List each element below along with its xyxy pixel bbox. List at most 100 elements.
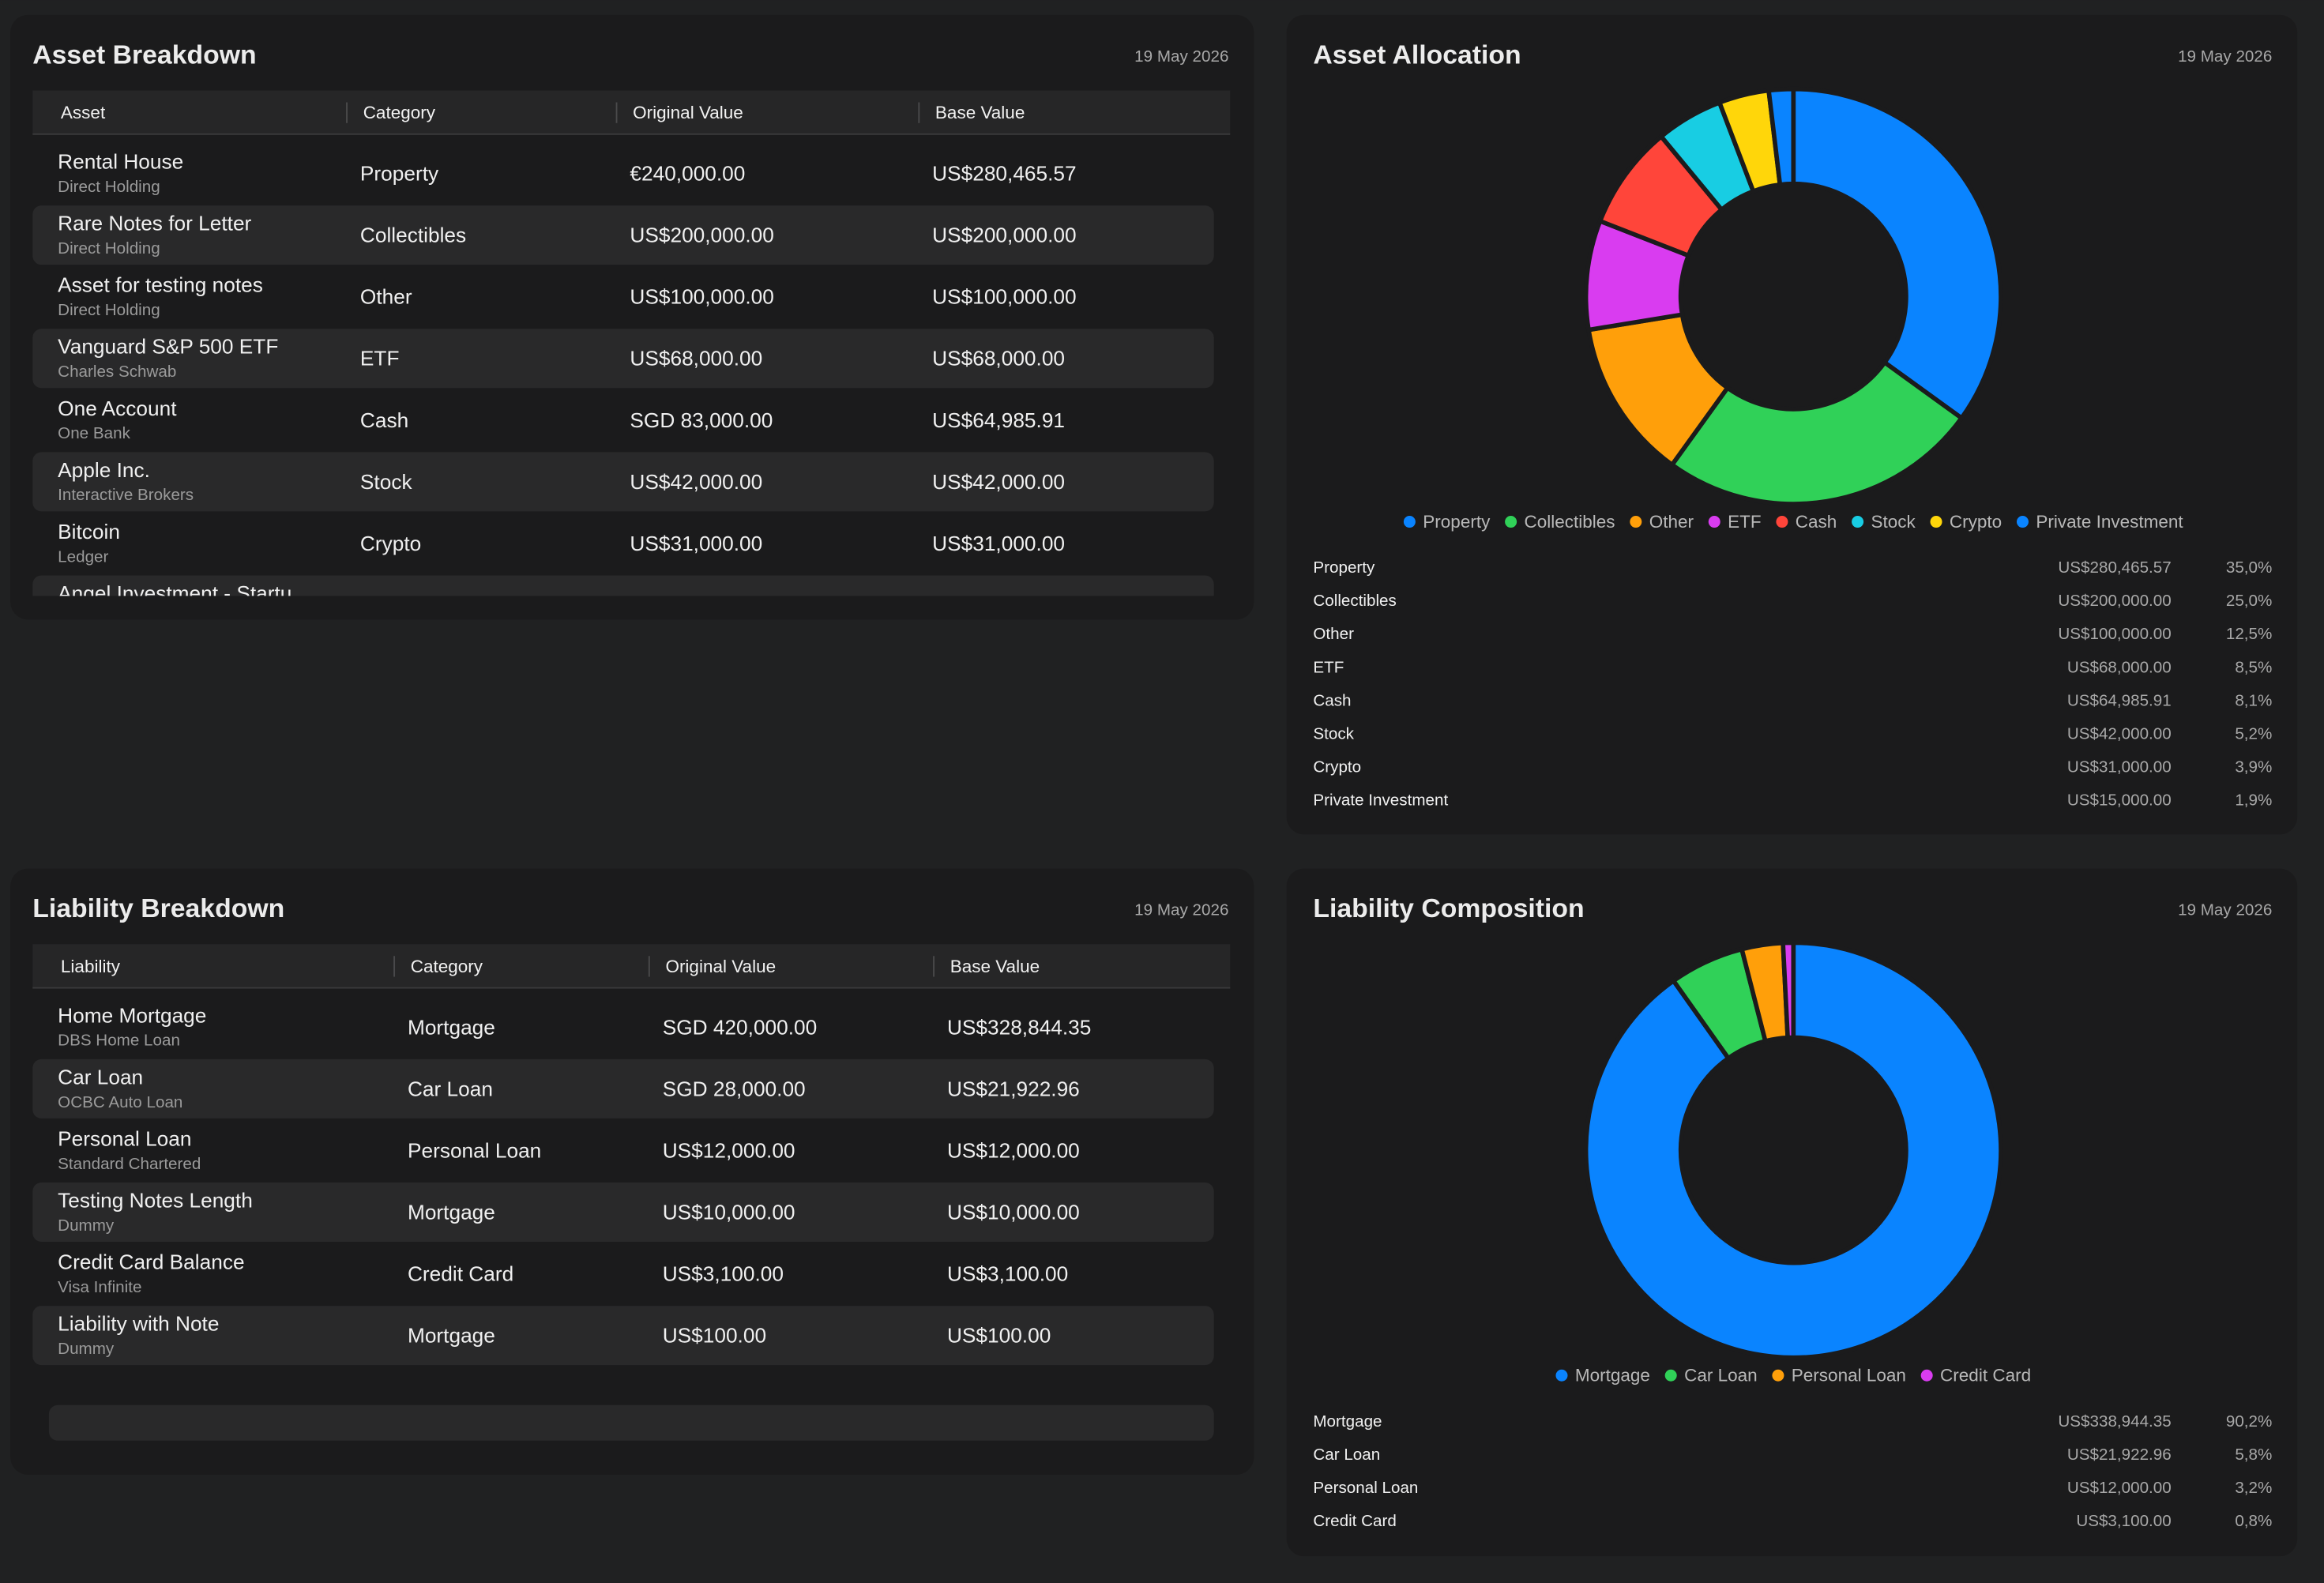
- row-name: One Account: [58, 397, 177, 420]
- row-cell: US$328,844.35: [947, 1015, 1091, 1039]
- row-stripe: [32, 452, 1214, 512]
- list-amount: US$42,000.00: [2067, 724, 2172, 743]
- legend-swatch: [1630, 516, 1642, 528]
- row-cell: US$200,000.00: [630, 224, 773, 247]
- legend-label: Stock: [1871, 512, 1916, 532]
- row-stripe: [32, 1306, 1214, 1366]
- row-name: Rare Notes for Letter: [58, 212, 251, 235]
- row-cell: Collectibles: [360, 224, 466, 247]
- list-percent: 3,2%: [2235, 1479, 2272, 1497]
- legend: Property Collectibles Other ETF Cash Stock Cry…: [1403, 512, 2183, 532]
- row-name: Rental House: [58, 150, 183, 174]
- row-subtitle: One Bank: [58, 424, 130, 442]
- row-name: Credit Card Balance: [58, 1250, 244, 1274]
- row-name: Car Loan: [58, 1065, 143, 1089]
- row-cell: Mortgage: [408, 1200, 495, 1224]
- row-cell: Stock: [360, 470, 413, 494]
- row-cell: US$12,000.00: [947, 1138, 1080, 1162]
- legend-swatch: [1776, 516, 1788, 528]
- row-name: Liability with Note: [58, 1312, 219, 1336]
- row-stripe: [32, 575, 1214, 596]
- row-cell: US$100,000.00: [630, 285, 773, 309]
- list-percent: 1,9%: [2235, 791, 2272, 809]
- row-cell: Mortgage: [408, 1324, 495, 1348]
- legend-swatch: [1930, 516, 1942, 528]
- legend-swatch: [1708, 516, 1720, 528]
- panel-date: 19 May 2026: [1134, 47, 1228, 66]
- row-subtitle: Direct Holding: [58, 178, 160, 196]
- list-amount: US$200,000.00: [2058, 592, 2171, 610]
- column-header: Original Value: [665, 957, 776, 976]
- table-body: Home Mortgage DBS Home Loan Mortgage SGD 42…: [32, 1003, 1214, 1366]
- legend: Mortgage Car Loan Personal Loan Credit Card: [1555, 1366, 2031, 1386]
- donut-slice: [1668, 359, 1965, 506]
- row-subtitle: Charles Schwab: [58, 363, 176, 381]
- list-percent: 8,1%: [2235, 691, 2272, 709]
- list-percent: 5,2%: [2235, 724, 2272, 743]
- list-name: Private Investment: [1313, 791, 1448, 809]
- row-stripe: [32, 329, 1214, 389]
- list-name: Crypto: [1313, 758, 1361, 776]
- row-subtitle: Dummy: [58, 1340, 115, 1358]
- table-header: [32, 90, 1231, 133]
- legend-label: Car Loan: [1684, 1366, 1758, 1386]
- row-cell: SGD 28,000.00: [663, 1077, 806, 1100]
- list-name: Cash: [1313, 691, 1351, 709]
- panel-title: Asset Breakdown: [32, 39, 256, 70]
- legend-label: Credit Card: [1940, 1366, 2031, 1386]
- row-cell: US$21,922.96: [947, 1077, 1080, 1100]
- row-cell: SGD 83,000.00: [630, 408, 773, 432]
- row-cell: US$12,000.00: [663, 1138, 795, 1162]
- row-subtitle: Interactive Brokers: [58, 486, 194, 504]
- list-percent: 0,8%: [2235, 1512, 2272, 1530]
- list-amount: US$68,000.00: [2067, 658, 2172, 676]
- panel: [1286, 868, 2298, 1557]
- row-cell: Cash: [360, 408, 408, 432]
- row-cell: Car Loan: [408, 1077, 493, 1100]
- row-cell: Credit Card: [408, 1262, 513, 1286]
- row-cell: Personal Loan: [408, 1138, 541, 1162]
- row-cell: Other: [360, 285, 412, 309]
- row-subtitle: Direct Holding: [58, 239, 160, 258]
- row-cell: US$3,100.00: [947, 1262, 1068, 1286]
- row-name: Angel Investment - Startu: [58, 581, 291, 605]
- legend-swatch: [1772, 1369, 1784, 1382]
- empty-row: [48, 1404, 1214, 1441]
- row-cell: SGD 420,000.00: [663, 1015, 818, 1039]
- list-name: Personal Loan: [1313, 1479, 1418, 1497]
- row-cell: Mortgage: [408, 1015, 495, 1039]
- row-cell: Property: [360, 162, 439, 186]
- legend-swatch: [2016, 516, 2029, 528]
- list-amount: US$3,100.00: [2076, 1512, 2171, 1530]
- row-cell: US$100,000.00: [932, 285, 1076, 309]
- legend-label: Other: [1649, 512, 1694, 532]
- list-name: Car Loan: [1313, 1446, 1380, 1464]
- row-cell: US$31,000.00: [630, 532, 762, 555]
- list-percent: 8,5%: [2235, 658, 2272, 676]
- legend-swatch: [1664, 1369, 1677, 1382]
- legend-label: Mortgage: [1575, 1366, 1650, 1386]
- donut-slice: [1791, 86, 2003, 422]
- panel-date: 19 May 2026: [2178, 47, 2272, 66]
- list-name: Mortgage: [1313, 1412, 1382, 1431]
- row-cell: US$100.00: [663, 1324, 766, 1348]
- row-subtitle: Dummy: [58, 1216, 115, 1235]
- row-stripe: [32, 1058, 1214, 1119]
- row-cell: €240,000.00: [630, 162, 745, 186]
- donut-slice: [1766, 86, 1796, 187]
- row-subtitle: Standard Chartered: [58, 1155, 201, 1173]
- list-percent: 5,8%: [2235, 1446, 2272, 1464]
- list-amount: US$21,922.96: [2067, 1446, 2172, 1464]
- column-header: Base Value: [935, 103, 1025, 122]
- list-amount: US$12,000.00: [2067, 1479, 2172, 1497]
- legend-swatch: [1555, 1369, 1568, 1382]
- row-subtitle: Direct Holding: [58, 301, 160, 319]
- list-name: Property: [1313, 558, 1375, 577]
- row-cell: US$42,000.00: [932, 470, 1065, 494]
- column-header: Category: [411, 957, 483, 976]
- legend-swatch: [1403, 516, 1416, 528]
- column-header: Base Value: [950, 957, 1040, 976]
- column-header: Asset: [61, 103, 106, 122]
